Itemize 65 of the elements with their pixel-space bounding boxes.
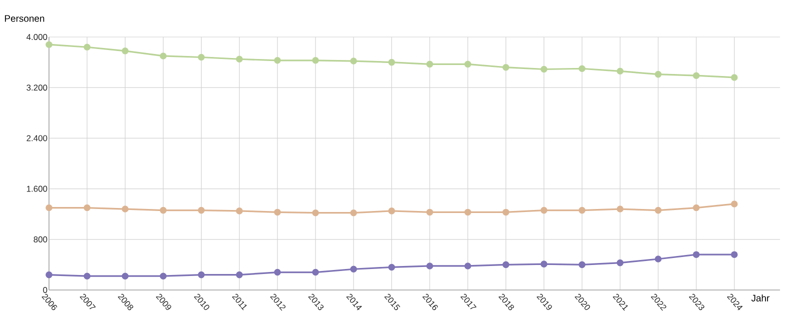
point xyxy=(388,264,396,271)
point xyxy=(578,261,586,268)
point xyxy=(312,57,319,64)
y-axis-title: Personen xyxy=(4,15,44,22)
point xyxy=(730,200,738,208)
point xyxy=(198,271,205,278)
point xyxy=(616,68,624,75)
point xyxy=(46,271,52,278)
point xyxy=(540,206,548,214)
point xyxy=(654,206,662,214)
point xyxy=(692,251,700,258)
point xyxy=(46,41,52,48)
point xyxy=(388,208,396,214)
point xyxy=(312,268,319,276)
point xyxy=(692,204,700,212)
point xyxy=(540,260,548,268)
point xyxy=(198,206,205,214)
point xyxy=(730,74,738,81)
point xyxy=(84,204,90,212)
point xyxy=(236,271,243,278)
point xyxy=(426,60,434,68)
y-tick-label: 1.600 xyxy=(26,186,48,192)
y-tick-label: 4.000 xyxy=(26,34,48,40)
point xyxy=(274,208,281,216)
point xyxy=(464,262,472,270)
y-tick-label: 2.400 xyxy=(26,135,48,142)
point xyxy=(502,208,510,216)
point xyxy=(654,70,662,78)
point xyxy=(122,272,129,280)
point xyxy=(160,272,167,280)
point xyxy=(692,72,700,79)
point xyxy=(426,262,434,270)
point xyxy=(198,54,205,61)
point xyxy=(350,58,357,64)
point xyxy=(502,261,510,268)
y-tick-label: 800 xyxy=(34,236,48,242)
point xyxy=(350,266,357,273)
point xyxy=(122,48,129,54)
point xyxy=(654,256,662,262)
x-axis-title: Jahr xyxy=(751,294,770,302)
point xyxy=(388,58,396,66)
point xyxy=(122,206,129,212)
point xyxy=(84,44,90,51)
point xyxy=(578,65,586,72)
point xyxy=(730,251,738,258)
point xyxy=(616,259,624,266)
point xyxy=(540,66,548,73)
point xyxy=(46,204,52,212)
point xyxy=(160,52,167,60)
point xyxy=(464,60,472,68)
point xyxy=(350,209,357,216)
point xyxy=(464,208,472,216)
point xyxy=(236,56,243,63)
point xyxy=(84,272,90,280)
y-tick-label: 3.200 xyxy=(26,84,48,91)
y-tick-label: 0 xyxy=(43,287,48,293)
point xyxy=(616,206,624,212)
point xyxy=(274,57,281,64)
point xyxy=(426,208,434,216)
point xyxy=(312,209,319,216)
point xyxy=(274,268,281,276)
point xyxy=(160,206,167,214)
point xyxy=(578,206,586,214)
point xyxy=(502,64,510,71)
point xyxy=(236,208,243,214)
